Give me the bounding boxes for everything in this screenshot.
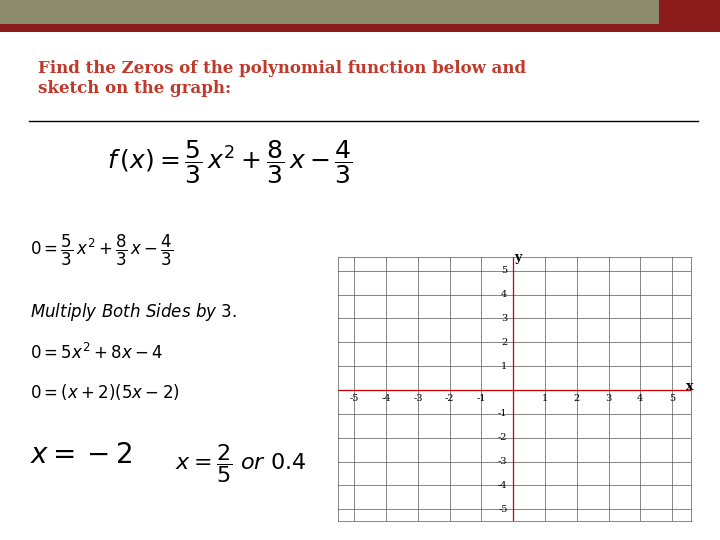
Text: 2: 2: [574, 394, 580, 403]
Text: -1: -1: [477, 394, 486, 403]
Text: $0 = \dfrac{5}{3}\,x^2 + \dfrac{8}{3}\,x - \dfrac{4}{3}$: $0 = \dfrac{5}{3}\,x^2 + \dfrac{8}{3}\,x…: [30, 233, 174, 268]
Text: -3: -3: [413, 394, 423, 403]
Text: -5: -5: [498, 505, 508, 514]
Text: 1: 1: [542, 394, 548, 403]
Text: 3: 3: [606, 394, 612, 403]
Text: 2: 2: [501, 338, 508, 347]
Text: 5: 5: [669, 394, 675, 403]
Text: $x = \dfrac{2}{5}\ or\ 0.4$: $x = \dfrac{2}{5}\ or\ 0.4$: [175, 442, 306, 484]
Text: 4: 4: [637, 394, 644, 403]
Text: $0 = (x + 2)(5x - 2)$: $0 = (x + 2)(5x - 2)$: [30, 381, 180, 402]
Text: Find the Zeros of the polynomial function below and
sketch on the graph:: Find the Zeros of the polynomial functio…: [38, 60, 526, 97]
Text: 5: 5: [501, 266, 508, 275]
Text: 3: 3: [501, 314, 508, 323]
Text: y: y: [514, 251, 521, 264]
Text: 4: 4: [501, 290, 508, 299]
Text: -1: -1: [498, 409, 508, 418]
Text: $f\,(x) = \dfrac{5}{3}\,x^2 + \dfrac{8}{3}\,x - \dfrac{4}{3}$: $f\,(x) = \dfrac{5}{3}\,x^2 + \dfrac{8}{…: [107, 138, 353, 186]
Text: -3: -3: [498, 457, 508, 466]
Text: x: x: [686, 380, 693, 393]
Text: -4: -4: [498, 481, 508, 490]
Text: $0 = 5x^2 + 8x - 4$: $0 = 5x^2 + 8x - 4$: [30, 343, 163, 363]
Text: -2: -2: [498, 433, 508, 442]
Text: 1: 1: [501, 362, 508, 370]
Text: $\mathit{Multiply\ Both\ Sides\ by\ 3.}$: $\mathit{Multiply\ Both\ Sides\ by\ 3.}$: [30, 301, 237, 323]
Text: $x = -2$: $x = -2$: [30, 442, 132, 469]
Text: -5: -5: [350, 394, 359, 403]
Text: -4: -4: [382, 394, 391, 403]
Text: -2: -2: [445, 394, 454, 403]
